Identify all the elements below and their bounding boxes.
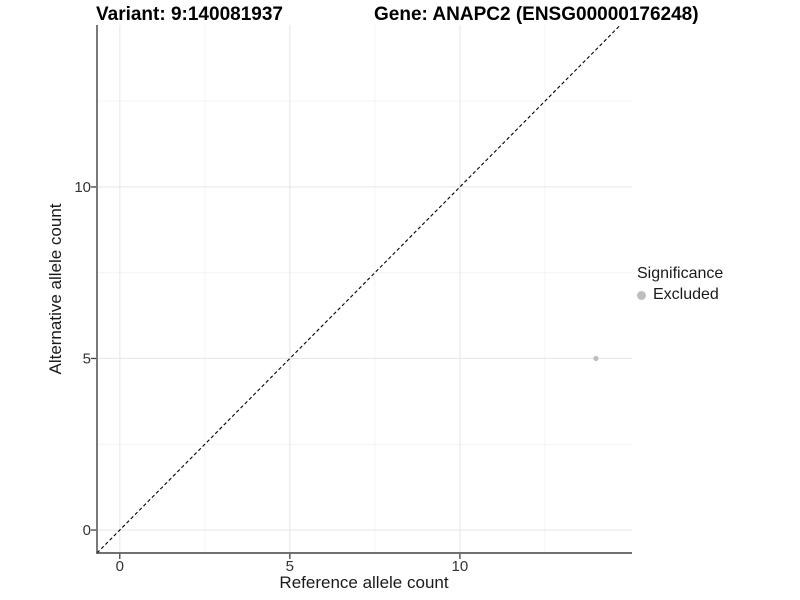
x-axis-title: Reference allele count xyxy=(279,573,449,592)
legend: Significance Excluded xyxy=(637,265,723,304)
x-tick-label: 0 xyxy=(116,558,124,575)
y-axis-title: Alternative allele count xyxy=(46,203,65,375)
gene-title: Gene: ANAPC2 (ENSG00000176248) xyxy=(374,4,699,25)
legend-title: Significance xyxy=(637,265,724,282)
y-tick-label: 10 xyxy=(74,179,91,196)
y-tick-label: 5 xyxy=(83,351,91,368)
legend-item-label: Excluded xyxy=(653,286,719,303)
x-tick-label: 10 xyxy=(452,558,469,575)
legend-item-excluded: Excluded xyxy=(637,286,723,304)
y-tick-label: 0 xyxy=(83,522,91,539)
x-tick-label: 5 xyxy=(286,558,294,575)
legend-key-dot xyxy=(637,290,646,300)
identity-line xyxy=(96,24,621,554)
data-point xyxy=(593,355,599,362)
variant-title: Variant: 9:140081937 xyxy=(96,4,283,25)
